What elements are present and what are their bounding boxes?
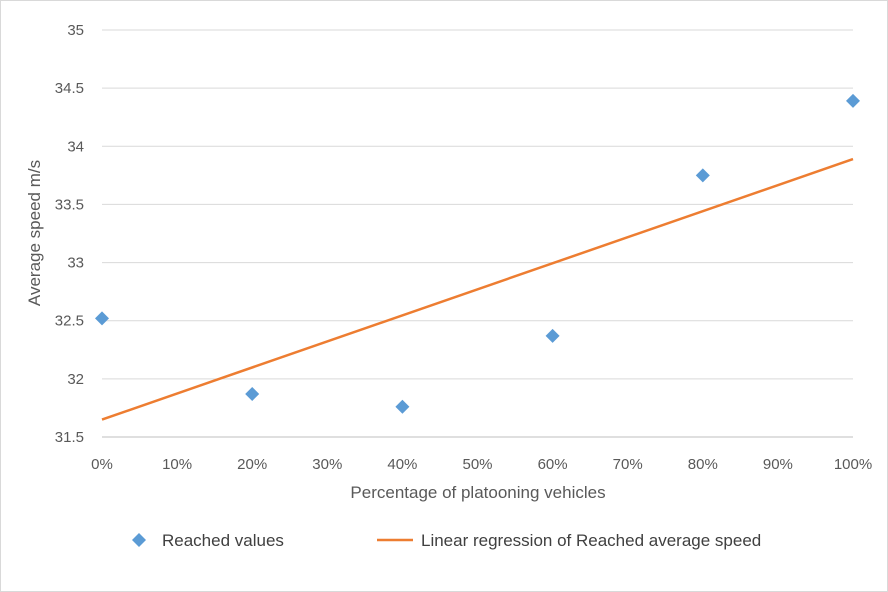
x-tick-label: 90%	[763, 456, 793, 473]
data-point-diamond	[395, 399, 410, 414]
data-point-diamond	[846, 93, 860, 108]
x-tick-label: 50%	[462, 456, 492, 473]
regression-line	[101, 157, 854, 421]
legend-diamond-marker	[132, 533, 146, 547]
y-tick-label: 35	[67, 22, 84, 39]
legend: Reached values Linear regression of Reac…	[132, 531, 761, 550]
x-tick-label: 80%	[688, 456, 718, 473]
y-tick-label: 33	[67, 255, 84, 272]
data-point-diamond	[695, 168, 710, 183]
x-tick-label: 0%	[91, 456, 113, 473]
gridlines	[102, 29, 853, 438]
y-tick-label: 32	[67, 371, 84, 388]
y-tick-label: 34.5	[55, 80, 84, 97]
y-tick-label: 32.5	[55, 313, 84, 330]
x-axis-ticks: 0% 10% 20% 30% 40% 50% 60% 70% 80% 90% 100%	[91, 456, 872, 473]
x-tick-label: 70%	[613, 456, 643, 473]
y-tick-label: 33.5	[55, 196, 84, 213]
data-point-diamond	[245, 386, 260, 401]
x-tick-label: 10%	[162, 456, 192, 473]
x-tick-label: 30%	[312, 456, 342, 473]
legend-label-regression: Linear regression of Reached average spe…	[421, 531, 761, 550]
data-point-diamond	[95, 311, 109, 326]
x-tick-label: 100%	[834, 456, 872, 473]
y-axis-ticks: 31.5 32 32.5 33 33.5 34 34.5 35	[55, 22, 84, 446]
x-tick-label: 60%	[538, 456, 568, 473]
x-axis-title: Percentage of platooning vehicles	[350, 483, 605, 502]
y-tick-label: 31.5	[55, 429, 84, 446]
y-tick-label: 34	[67, 138, 84, 155]
data-point-diamond	[545, 328, 560, 343]
x-tick-label: 40%	[387, 456, 417, 473]
x-tick-label: 20%	[237, 456, 267, 473]
legend-label-reached-values: Reached values	[162, 531, 284, 550]
y-axis-title: Average speed m/s	[25, 160, 44, 306]
plot-series	[95, 93, 860, 421]
